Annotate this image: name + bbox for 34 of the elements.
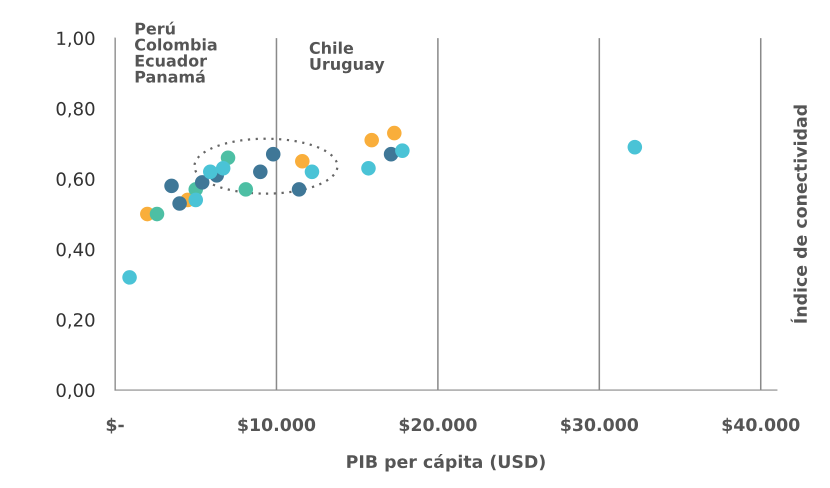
point [364,132,379,148]
point [304,164,320,180]
point [216,161,230,176]
point [150,206,164,222]
point [164,178,179,194]
annotation: Perú Colombia Ecuador Panamá [135,22,216,83]
x-tick-label: $- [106,418,124,434]
x-tick-label: $40.000 [722,418,800,434]
y-axis-title: Índice de conectividad [790,105,807,323]
x-axis-title: PIB per cápita (USD) [347,454,545,472]
point [266,146,281,162]
y-tick-label: 0,00 [56,383,94,399]
point [628,140,642,154]
point [387,126,402,140]
point [238,182,254,197]
x-tick-label: $20.000 [400,418,477,434]
y-tick-label: 1,00 [57,32,94,48]
point [194,175,210,190]
y-tick-label: 0,20 [56,313,94,329]
point [361,161,376,176]
point [172,196,187,211]
y-tick-label: 0,80 [56,102,94,118]
annotation: Chile Uruguay [310,42,384,74]
point [395,143,410,158]
point [295,154,310,169]
y-tick-label: 0,60 [56,172,94,188]
x-tick-label: $10.000 [238,418,316,434]
point [188,192,204,208]
point [202,164,218,180]
point [292,182,306,197]
y-tick-label: 0,40 [56,242,94,258]
point [122,270,137,285]
x-tick-label: $30.000 [561,418,638,434]
point [253,164,268,180]
